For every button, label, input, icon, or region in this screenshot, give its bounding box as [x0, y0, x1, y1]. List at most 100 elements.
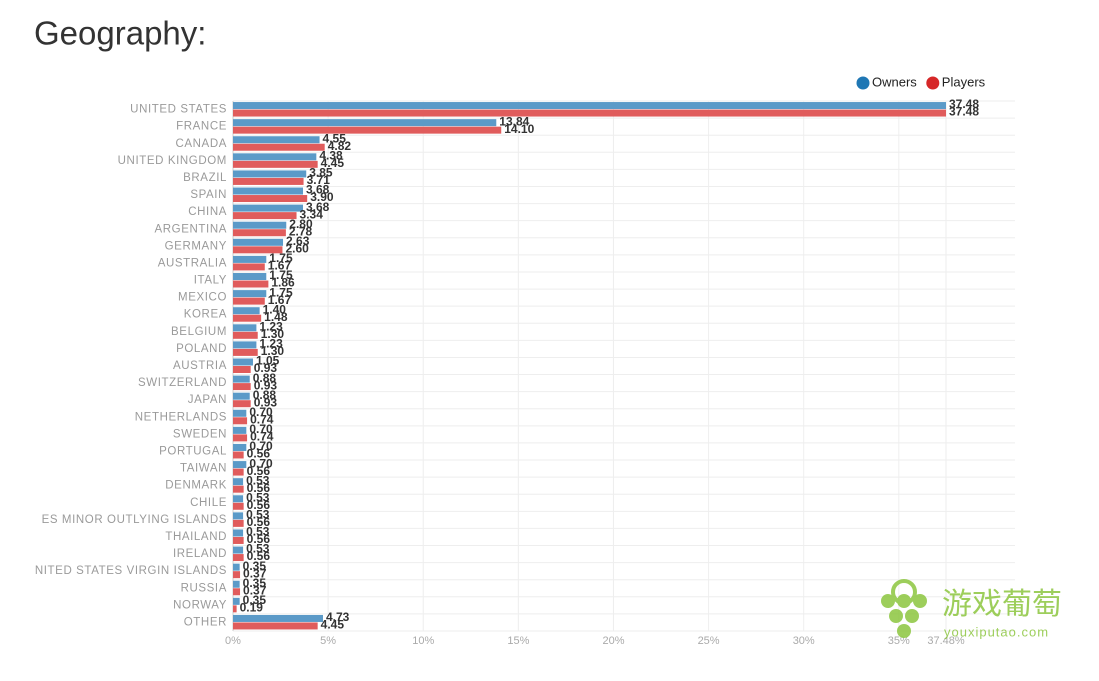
- watermark-url: youxiputao.com: [944, 624, 1049, 639]
- value-label: 0.53: [246, 525, 270, 539]
- value-label: 0.88: [253, 371, 277, 385]
- category-label: OTHER: [184, 616, 227, 628]
- value-label: 1.23: [259, 337, 283, 351]
- bar: [233, 204, 304, 212]
- category-label: IRELAND: [173, 548, 227, 560]
- logo: [913, 594, 927, 608]
- value-label: 2.63: [286, 234, 310, 248]
- bar: [233, 255, 267, 263]
- x-tick-label: 10%: [412, 635, 434, 647]
- bar: [233, 102, 946, 110]
- bar: [233, 119, 497, 127]
- bar: [233, 126, 502, 134]
- category-label: CANADA: [175, 138, 227, 150]
- value-label: 4.73: [326, 610, 350, 624]
- bar: [233, 229, 286, 237]
- bar: [233, 605, 237, 613]
- value-label: 2.80: [289, 217, 313, 231]
- category-label: SPAIN: [190, 189, 227, 201]
- bar: [233, 451, 244, 459]
- category-label: DENMARK: [165, 480, 227, 492]
- legend-swatch: [926, 76, 940, 90]
- category-label: BELGIUM: [171, 326, 227, 338]
- bar: [233, 221, 287, 229]
- bar: [233, 170, 307, 178]
- category-label: CHINA: [188, 206, 227, 218]
- category-label: UNITED STATES: [130, 104, 227, 116]
- bar: [233, 400, 251, 408]
- value-label: 1.30: [261, 344, 285, 358]
- value-label: 14.10: [504, 122, 534, 136]
- bar: [233, 212, 297, 220]
- category-label: KOREA: [184, 309, 227, 321]
- bar: [233, 519, 244, 527]
- category-label: AUSTRIA: [173, 360, 227, 372]
- value-label: 1.48: [264, 310, 288, 324]
- bar: [233, 580, 240, 588]
- bar: [233, 434, 248, 442]
- value-label: 1.40: [263, 302, 287, 316]
- value-label: 2.60: [285, 241, 309, 255]
- value-label: 4.38: [319, 149, 343, 163]
- value-label: 1.05: [256, 354, 280, 368]
- value-label: 0.19: [240, 601, 264, 615]
- watermark: 游戏葡萄 youxiputao.com: [881, 579, 1062, 639]
- value-label: 37.48: [949, 105, 979, 119]
- category-label: MEXICO: [178, 292, 227, 304]
- bar: [233, 546, 244, 554]
- value-label: 0.74: [250, 430, 274, 444]
- bar: [233, 348, 258, 356]
- value-label: 0.70: [249, 439, 273, 453]
- category-label: POLAND: [176, 343, 227, 355]
- category-label: AUSTRALIA: [158, 257, 227, 269]
- bar: [233, 443, 247, 451]
- value-label: 0.53: [246, 473, 270, 487]
- value-label: 0.56: [247, 532, 271, 546]
- bar: [233, 143, 325, 151]
- bar: [233, 512, 244, 520]
- chart-title: Geography:: [34, 15, 206, 52]
- value-label: 37.48: [949, 97, 979, 111]
- value-label: 0.53: [246, 508, 270, 522]
- bar: [233, 614, 323, 622]
- value-label: 1.75: [269, 285, 293, 299]
- bar: [233, 536, 244, 544]
- category-label: THAILAND: [165, 531, 227, 543]
- bar: [233, 341, 257, 349]
- bar: [233, 375, 250, 383]
- value-label: 0.56: [247, 498, 271, 512]
- bar: [233, 622, 318, 630]
- value-label: 1.86: [271, 276, 295, 290]
- category-label: CHILE: [190, 497, 227, 509]
- bar: [233, 324, 257, 332]
- bar: [233, 331, 258, 339]
- category-label: BRAZIL: [183, 172, 227, 184]
- bar: [233, 263, 265, 271]
- bar: [233, 392, 250, 400]
- logo: [889, 609, 903, 623]
- category-label: ARGENTINA: [155, 223, 228, 235]
- bar: [233, 426, 247, 434]
- value-label: 0.88: [253, 388, 277, 402]
- value-label: 0.74: [250, 412, 274, 426]
- bar: [233, 571, 241, 579]
- category-label: UNITED KINGDOM: [118, 155, 227, 167]
- category-label: SWEDEN: [173, 428, 227, 440]
- bar: [233, 366, 251, 373]
- logo: [881, 594, 895, 608]
- logo: [897, 624, 911, 638]
- value-label: 2.78: [289, 224, 313, 238]
- x-tick-label: 20%: [602, 635, 624, 647]
- value-label: 1.75: [269, 251, 293, 265]
- value-label: 0.35: [243, 576, 267, 590]
- x-tick-label: 37.48%: [927, 635, 965, 647]
- value-label: 4.55: [323, 131, 347, 145]
- bar: [233, 383, 251, 391]
- value-label: 3.68: [306, 183, 330, 197]
- bar: [233, 307, 260, 315]
- bar: [233, 417, 248, 425]
- bar: [233, 290, 267, 298]
- value-label: 0.56: [247, 515, 271, 529]
